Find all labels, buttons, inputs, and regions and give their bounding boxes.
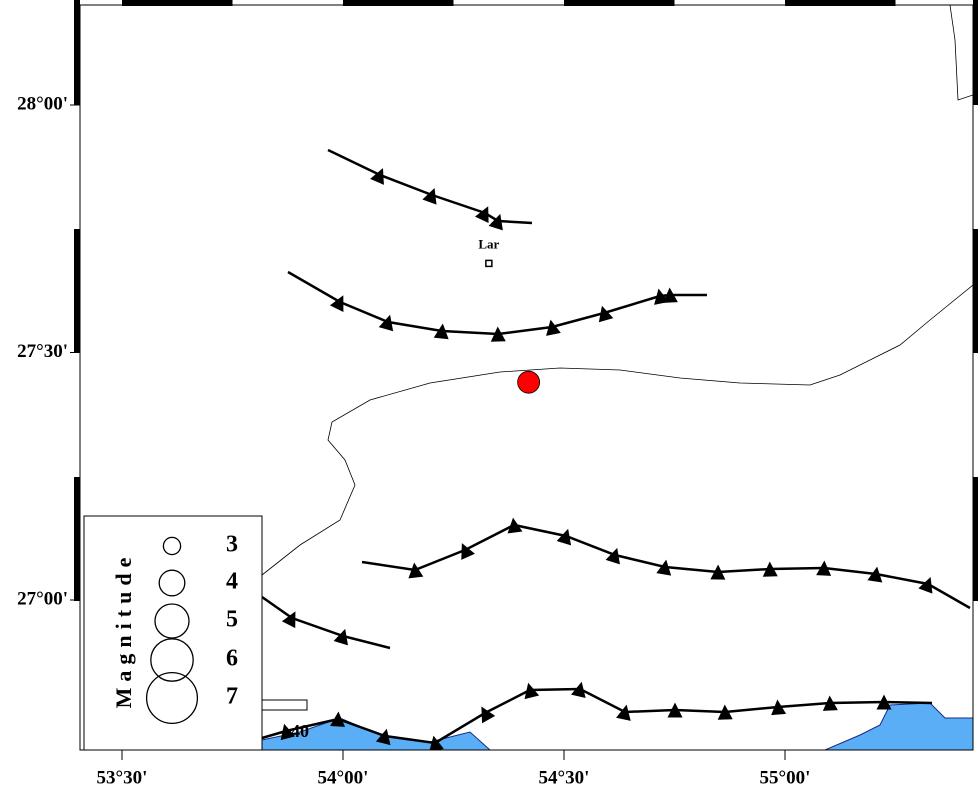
legend-label: 5 [226,607,238,633]
legend-label: 7 [226,684,238,710]
legend-symbol [158,569,186,597]
sea [824,702,973,750]
x-tick-label: 55°00' [760,767,811,788]
y-tick-label: 27°00' [17,588,68,609]
legend-label: 4 [226,569,238,595]
frame-bars [74,0,978,601]
fault [327,148,533,231]
legend-label: 3 [226,532,238,558]
city-label: Lar [478,236,499,251]
border [949,5,973,101]
event-marker [517,370,541,394]
fault [361,517,971,610]
frame-bar [973,0,978,105]
legend-label: 6 [226,646,238,672]
map-content [261,5,973,750]
frame [79,4,974,751]
frame-bar [785,0,896,6]
frame-bar [973,477,978,601]
legend-symbol [150,638,194,682]
y-tick-label: 27°30' [17,341,68,362]
frame-bar [343,0,454,6]
city-marker [485,259,493,268]
frame-bar [122,0,233,6]
legend-symbol [162,536,182,556]
frame-bar [74,229,80,353]
scale-bar-box [261,699,308,711]
scale-bar: 40 [261,699,309,741]
legend-title: Magnitude [111,552,136,709]
fault [261,681,933,750]
border [261,284,973,576]
y-tick-label: 28°00' [17,93,68,114]
legend-symbol [154,603,190,639]
scale-label: 40 [291,721,309,741]
x-tick-label: 54°00' [318,767,369,788]
fault [287,270,707,342]
x-tick-label: 53°30' [97,767,148,788]
x-tick-label: 54°30' [539,767,590,788]
frame-bar [973,229,978,353]
fault [261,595,391,650]
frame-bar [564,0,675,6]
frame-bar [74,0,80,105]
frame-bar [74,477,80,601]
legend-symbol [145,671,199,725]
